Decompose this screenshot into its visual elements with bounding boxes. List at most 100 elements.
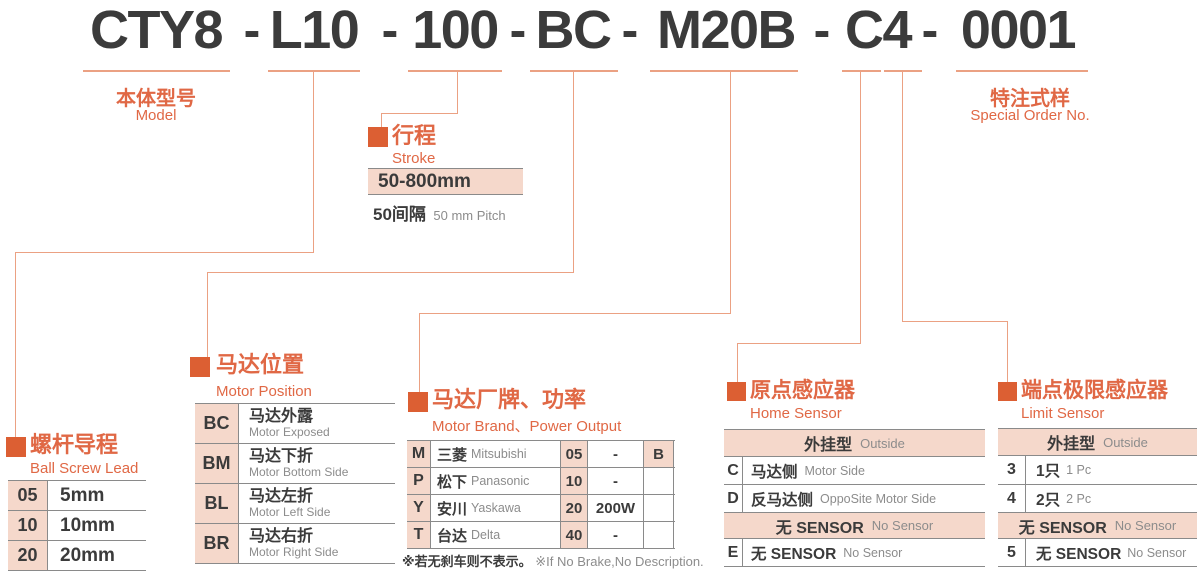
model-segment-underline: [268, 70, 360, 72]
connector-motor-position-h: [207, 272, 574, 273]
home-sensor-code: C: [724, 457, 743, 484]
table-row: Y 安川 Yaskawa 20 200W: [407, 495, 675, 522]
table-row: 05 5mm: [8, 481, 146, 511]
motor-brand-title-en: Motor Brand、Power Output: [432, 418, 622, 435]
brand-code: P: [407, 468, 431, 494]
group-header-zh: 外挂型: [804, 437, 853, 454]
motor-position-desc: 马达外露 Motor Exposed: [239, 408, 395, 439]
motor-position-en: Motor Right Side: [249, 545, 339, 559]
home-sensor-zh: 马达侧: [751, 463, 798, 481]
home-sensor-zh: 反马达侧: [751, 491, 814, 509]
model-segment-motor-brand: M20B: [656, 0, 797, 60]
connector-home-sensor-v1: [860, 72, 861, 343]
motor-position-zh: 马达下折: [249, 448, 314, 465]
brand-code: M: [407, 441, 431, 467]
motor-position-en: Motor Exposed: [249, 425, 330, 439]
model-segment-lead: L10: [269, 0, 360, 60]
brand-en: Yaskawa: [471, 501, 521, 515]
group-header-zh: 无 SENSOR: [1018, 519, 1107, 537]
connector-home-sensor-v2: [737, 343, 738, 382]
home-sensor-desc: 无 SENSOR No Sensor: [743, 539, 985, 566]
table-row: 5 无 SENSOR No Sensor: [998, 539, 1197, 567]
lead-value: 5mm: [60, 484, 105, 506]
power-value: -: [588, 468, 644, 494]
stroke-title-en: Stroke: [392, 150, 436, 167]
group-header: 无 SENSOR No Sensor: [998, 513, 1197, 538]
home-sensor-table: 外挂型 Outside C 马达侧 Motor Side D 反马达侧 Oppo…: [724, 429, 985, 567]
section-marker-icon: [6, 437, 26, 457]
model-label-zh: 本体型号: [116, 88, 196, 110]
home-sensor-zh: 无 SENSOR: [751, 545, 837, 563]
connector-limit-sensor-v2: [1007, 321, 1008, 382]
brand-code: T: [407, 522, 431, 548]
home-sensor-desc: 马达侧 Motor Side: [743, 457, 985, 484]
limit-sensor-title-en: Limit Sensor: [1021, 405, 1105, 422]
home-sensor-en: No Sensor: [843, 545, 903, 560]
model-separator: -: [509, 2, 527, 58]
power-value: -: [588, 441, 644, 467]
model-segment-stroke: 100: [412, 0, 499, 60]
group-header: 外挂型 Outside: [998, 429, 1197, 455]
section-marker-icon: [368, 127, 388, 147]
motor-position-title-zh: 马达位置: [216, 352, 305, 377]
stroke-range: 50-800mm: [378, 170, 471, 192]
home-sensor-desc: 反马达侧 OppoSite Motor Side: [743, 485, 985, 512]
model-segment-underline: [842, 70, 881, 72]
motor-position-zh: 马达右折: [249, 528, 314, 545]
lead-value: 20mm: [60, 544, 115, 566]
connector-motor-brand-v2: [419, 313, 420, 392]
motor-position-desc: 马达下折 Motor Bottom Side: [239, 448, 395, 479]
home-sensor-code: D: [724, 485, 743, 512]
motor-position-code: BR: [195, 524, 239, 563]
connector-stroke-v2: [381, 113, 382, 128]
limit-sensor-en: 1 Pc: [1066, 463, 1092, 477]
motor-position-zh: 马达左折: [249, 488, 314, 505]
model-segment-motor-position: BC: [535, 0, 613, 60]
motor-position-title-en: Motor Position: [216, 383, 312, 400]
limit-sensor-code: 4: [998, 485, 1026, 512]
limit-sensor-code: 3: [998, 456, 1026, 484]
limit-sensor-desc: 1只 1 Pc: [1026, 456, 1197, 484]
special-order-label-zh: 特注式样: [990, 88, 1070, 110]
connector-stroke-v1: [457, 72, 458, 114]
group-header-zh: 无 SENSOR: [775, 519, 864, 537]
table-row: E 无 SENSOR No Sensor: [724, 539, 985, 567]
home-sensor-en: OppoSite Motor Side: [820, 491, 937, 506]
brand-zh: 安川: [437, 500, 468, 518]
group-header-zh: 外挂型: [1047, 436, 1096, 453]
brand-name: 三菱 Mitsubishi: [431, 441, 561, 467]
brand-name: 安川 Yaskawa: [431, 495, 561, 521]
model-segment-underline: [530, 70, 618, 72]
group-header: 无 SENSOR No Sensor: [724, 513, 985, 538]
table-row: P 松下 Panasonic 10 -: [407, 468, 675, 495]
limit-sensor-code: 5: [998, 539, 1026, 566]
ball-screw-title-zh: 螺杆导程: [30, 432, 119, 457]
table-row: C 马达侧 Motor Side: [724, 457, 985, 485]
model-separator: -: [813, 2, 831, 58]
model-segment-underline: [956, 70, 1088, 72]
home-sensor-en: Motor Side: [804, 463, 865, 478]
motor-position-en: Motor Left Side: [249, 505, 331, 519]
group-header-en: No Sensor: [1114, 518, 1177, 533]
brand-zh: 三菱: [437, 446, 468, 464]
group-header-en: Outside: [860, 435, 905, 451]
special-order-label-en: Special Order No.: [970, 107, 1090, 124]
connector-lead-h: [15, 252, 314, 253]
model-label-en: Model: [135, 107, 177, 124]
table-row: T 台达 Delta 40 -: [407, 522, 675, 549]
limit-sensor-desc: 2只 2 Pc: [1026, 485, 1197, 512]
model-segment-underline: [83, 70, 230, 72]
home-sensor-title-en: Home Sensor: [750, 405, 842, 422]
stroke-pitch: 50间隔 50 mm Pitch: [373, 200, 506, 225]
connector-motor-position-v1: [573, 72, 574, 272]
brake-note-zh: ※若无刹车则不表示。: [402, 554, 532, 569]
section-marker-icon: [190, 357, 210, 377]
brake-cell-empty: [644, 522, 674, 548]
lead-code: 20: [8, 541, 48, 570]
limit-sensor-title-zh: 端点极限感应器: [1021, 379, 1168, 402]
power-code: 40: [561, 522, 588, 548]
brand-name: 松下 Panasonic: [431, 468, 561, 494]
stroke-range-box: 50-800mm: [368, 168, 523, 195]
limit-sensor-en: No Sensor: [1127, 545, 1187, 560]
section-marker-icon: [727, 382, 746, 401]
